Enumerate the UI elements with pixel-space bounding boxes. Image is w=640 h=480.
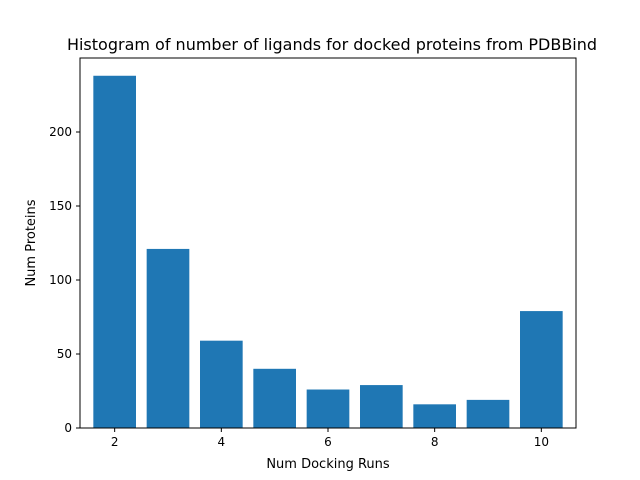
bar-2 <box>93 75 136 428</box>
x-tick-label: 6 <box>324 435 332 449</box>
x-axis-ticks: 2 4 6 8 10 <box>111 428 549 449</box>
bar-7 <box>360 385 403 428</box>
y-tick-label: 200 <box>49 125 72 139</box>
x-axis-label: Num Docking Runs <box>266 457 390 472</box>
y-tick-label: 100 <box>49 273 72 287</box>
bar-9 <box>466 399 510 428</box>
y-tick-label: 150 <box>49 199 72 213</box>
bar-5 <box>253 368 296 428</box>
x-tick-label: 2 <box>111 435 119 449</box>
bars <box>93 75 563 428</box>
plot-frame <box>79 57 577 429</box>
y-axis-ticks: 0 50 100 150 200 <box>49 125 80 435</box>
y-tick-label: 0 <box>64 421 72 435</box>
x-tick-label: 4 <box>218 435 226 449</box>
bar-4 <box>200 340 243 428</box>
bar-3 <box>146 248 190 428</box>
bar-6 <box>306 389 350 428</box>
y-axis-label: Num Proteins <box>24 199 39 286</box>
y-tick-label: 50 <box>57 347 72 361</box>
bar-10 <box>520 311 563 428</box>
bar-8 <box>413 404 456 428</box>
x-tick-label: 8 <box>431 435 439 449</box>
x-tick-label: 10 <box>534 435 549 449</box>
chart-title: Histogram of number of ligands for docke… <box>67 35 597 54</box>
